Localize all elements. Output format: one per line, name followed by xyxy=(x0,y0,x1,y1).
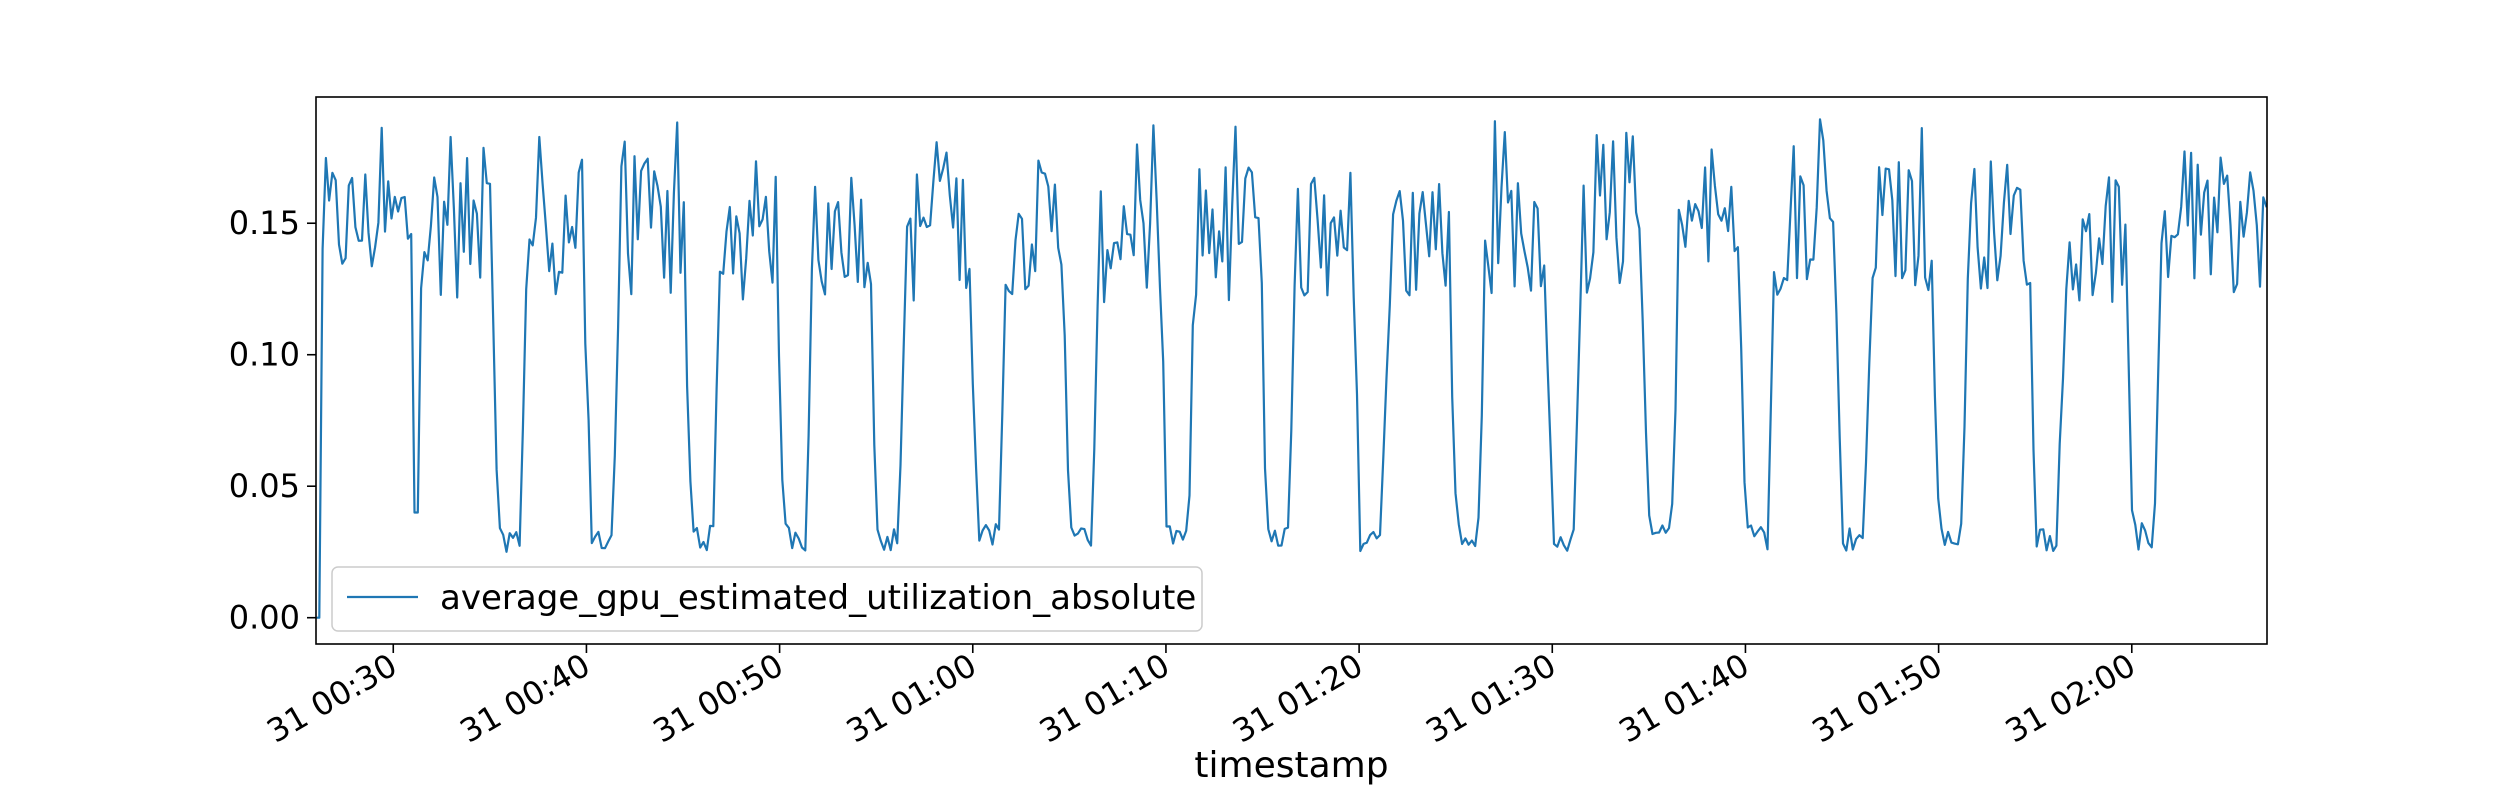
plot-frame xyxy=(315,96,2268,645)
x-axis: 31 00:30 31 00:40 31 00:50 31 01:00 31 01:10… xyxy=(260,644,2142,750)
x-tick-label: 31 01:40 xyxy=(1613,646,1756,750)
legend[interactable]: average_gpu_estimated_utilization_absolu… xyxy=(331,566,1203,632)
x-tick-label: 31 00:50 xyxy=(647,646,790,750)
legend-label: average_gpu_estimated_utilization_absolu… xyxy=(440,578,1196,618)
x-tick-label: 31 01:10 xyxy=(1033,646,1176,750)
y-tick-label: 0.00 xyxy=(229,599,300,637)
y-tick-label: 0.05 xyxy=(229,467,300,505)
x-tick-label: 31 02:00 xyxy=(1999,646,2142,750)
x-tick-label: 31 00:40 xyxy=(453,646,596,750)
series-line-average-gpu-utilization xyxy=(316,118,2267,619)
y-tick-label: 0.15 xyxy=(229,204,300,242)
plot-area xyxy=(316,118,2267,619)
x-axis-title: timestamp xyxy=(1194,745,1388,786)
x-tick-label: 31 01:50 xyxy=(1806,646,1949,750)
legend-box xyxy=(331,566,1203,632)
x-tick-label: 31 01:30 xyxy=(1419,646,1562,750)
x-tick-label: 31 01:20 xyxy=(1226,646,1369,750)
x-tick-label: 31 01:00 xyxy=(840,646,983,750)
y-tick-label: 0.10 xyxy=(229,336,300,374)
x-tick-label: 31 00:30 xyxy=(260,646,403,750)
y-axis: 0.00 0.05 0.10 0.15 xyxy=(229,204,316,637)
